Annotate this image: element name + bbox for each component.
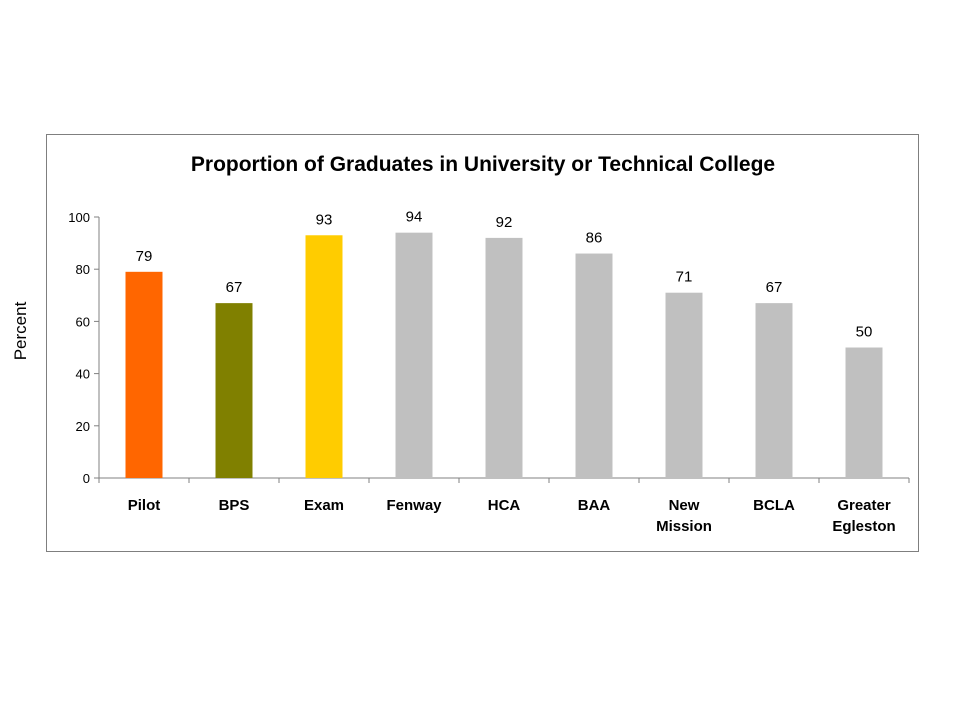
data-label: 94 <box>406 209 423 226</box>
data-label: 71 <box>676 269 693 286</box>
chart-title: Proportion of Graduates in University or… <box>191 153 775 176</box>
y-tick-label: 40 <box>76 367 90 382</box>
x-tick-label: BPS <box>219 497 250 514</box>
x-tick-label: Fenway <box>386 497 442 514</box>
x-tick-label: Greater <box>837 497 891 514</box>
bar <box>395 232 433 478</box>
data-label: 92 <box>496 214 513 231</box>
bar <box>665 292 703 478</box>
x-tick-label: BCLA <box>753 497 795 514</box>
bar <box>575 253 613 478</box>
bar <box>125 271 163 478</box>
y-tick-label: 20 <box>76 419 90 434</box>
data-label: 79 <box>136 248 153 265</box>
data-label: 67 <box>766 279 783 296</box>
x-tick-label: HCA <box>488 497 521 514</box>
y-tick-label: 0 <box>83 471 90 486</box>
bar <box>485 237 523 478</box>
bar <box>755 303 793 478</box>
x-tick-label: Egleston <box>832 518 895 535</box>
labels: 79 Pilot 67 BPS 93 Exam 94 Fenway 92 HCA 86 BAA 71 Ne… <box>128 209 896 535</box>
data-label: 67 <box>226 279 243 296</box>
data-label: 86 <box>586 230 603 247</box>
x-tick-label: Exam <box>304 497 344 514</box>
x-tick-label: Mission <box>656 518 712 535</box>
y-tick-label: 80 <box>76 262 90 277</box>
x-tick-label: BAA <box>578 497 611 514</box>
data-label: 93 <box>316 211 333 228</box>
y-tick-label: 100 <box>68 210 90 225</box>
x-tick-label: New <box>669 497 700 514</box>
bar <box>215 303 253 478</box>
bar <box>845 347 883 478</box>
data-label: 50 <box>856 324 873 341</box>
y-tick-label: 60 <box>76 314 90 329</box>
x-tick-label: Pilot <box>128 497 161 514</box>
bar <box>305 235 343 478</box>
bars <box>125 232 883 478</box>
